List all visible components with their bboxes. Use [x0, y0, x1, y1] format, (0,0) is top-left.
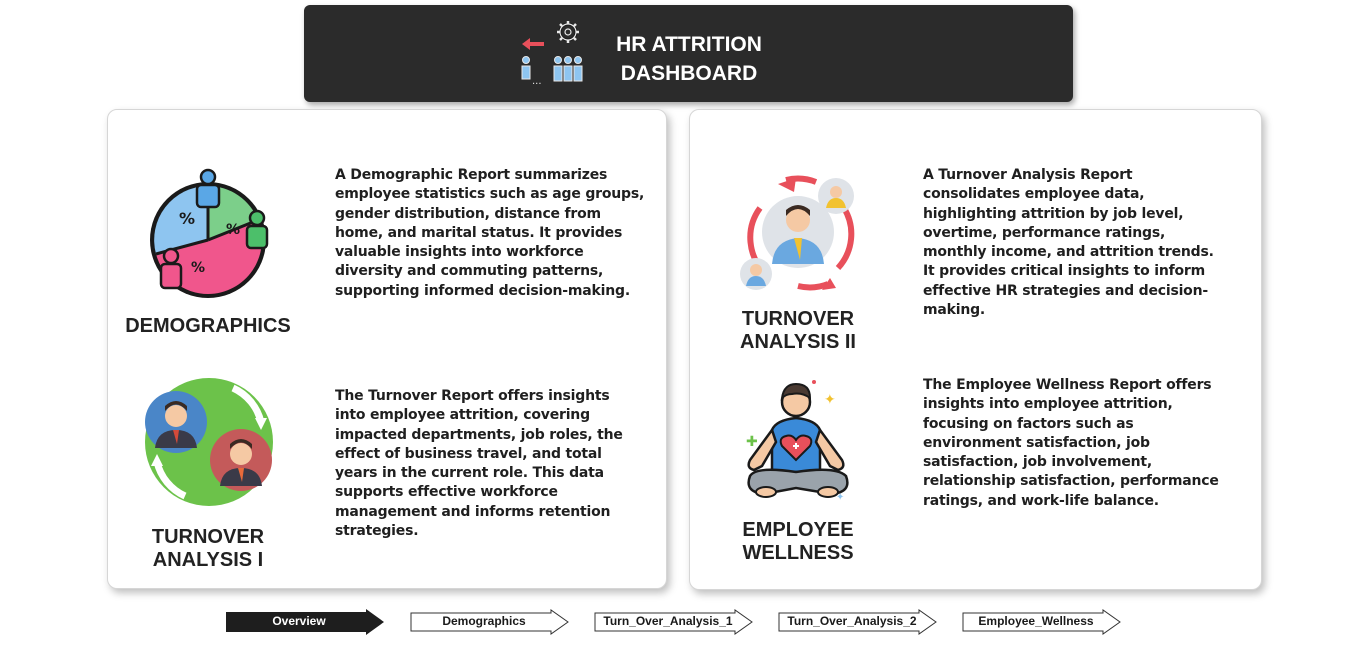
svg-text:✦: ✦	[836, 492, 844, 503]
svg-text:%: %	[191, 260, 205, 276]
nav-turnover1-label: Turn_Over_Analysis_1	[603, 614, 733, 628]
svg-text:%: %	[226, 222, 240, 238]
svg-text:✦: ✦	[824, 392, 836, 408]
people-leaving-gear-icon: ...	[518, 21, 588, 91]
nav-demographics-button[interactable]: Demographics	[410, 609, 570, 635]
nav-arrow-shape	[778, 609, 937, 635]
wellness-description: The Employee Wellness Report offers insi…	[923, 377, 1219, 509]
nav-arrow-shape	[226, 609, 384, 635]
right-card: TURNOVER ANALYSIS II A Turnover Analysis…	[689, 109, 1262, 590]
nav-overview-label: Overview	[272, 614, 326, 628]
dashboard-header: ... HR ATTRITION DASHBOARD	[304, 5, 1073, 102]
wellness-label-line2: WELLNESS	[742, 542, 854, 564]
turnover1-label-line1: TURNOVER	[151, 526, 265, 548]
nav-overview-button[interactable]: Overview	[226, 609, 386, 635]
dashboard-title: HR ATTRITION DASHBOARD	[594, 30, 784, 88]
nav-turnover2-button[interactable]: Turn_Over_Analysis_2	[778, 609, 938, 635]
demographics-pie-people-icon[interactable]: % % %	[146, 168, 270, 298]
nav-turnover2-label: Turn_Over_Analysis_2	[787, 614, 917, 628]
turnover1-label-line2: ANALYSIS I	[152, 549, 264, 571]
turnover1-label[interactable]: TURNOVER ANALYSIS I	[118, 526, 298, 572]
title-line-2: DASHBOARD	[620, 62, 758, 85]
turnover1-description: The Turnover Report offers insights into…	[335, 388, 623, 540]
turnover-cycle-people-icon[interactable]	[738, 174, 858, 294]
demographics-description: A Demographic Report summarizes employee…	[335, 167, 645, 299]
title-line-1: HR ATTRITION	[616, 33, 762, 56]
nav-arrow-shape	[594, 609, 753, 635]
turnover2-label-line2: ANALYSIS II	[740, 331, 856, 353]
nav-turnover1-button[interactable]: Turn_Over_Analysis_1	[594, 609, 754, 635]
wellness-label[interactable]: EMPLOYEE WELLNESS	[708, 519, 888, 565]
svg-text:✚: ✚	[746, 434, 758, 450]
left-card: % % % DEMOGRAPHICS A Demographic Report …	[107, 109, 667, 589]
nav-demographics-label: Demographics	[442, 614, 526, 628]
nav-arrow-shape	[410, 609, 569, 635]
turnover-swap-people-icon[interactable]	[143, 378, 276, 508]
nav-wellness-label: Employee_Wellness	[978, 614, 1094, 628]
nav-wellness-button[interactable]: Employee_Wellness	[962, 609, 1122, 635]
turnover2-description: A Turnover Analysis Report consolidates …	[923, 167, 1214, 319]
svg-text:%: %	[179, 209, 195, 228]
svg-text:...: ...	[532, 76, 542, 87]
nav-arrow-shape	[962, 609, 1121, 635]
turnover2-label-line1: TURNOVER	[741, 308, 855, 330]
turnover2-label[interactable]: TURNOVER ANALYSIS II	[708, 308, 888, 354]
page-navigation: Overview Demographics Turn_Over_Analysis…	[0, 609, 1365, 637]
wellness-label-line1: EMPLOYEE	[742, 519, 854, 541]
meditation-wellness-icon[interactable]: ✦ ✚ ✦	[736, 376, 860, 512]
demographics-label[interactable]: DEMOGRAPHICS	[125, 315, 291, 337]
